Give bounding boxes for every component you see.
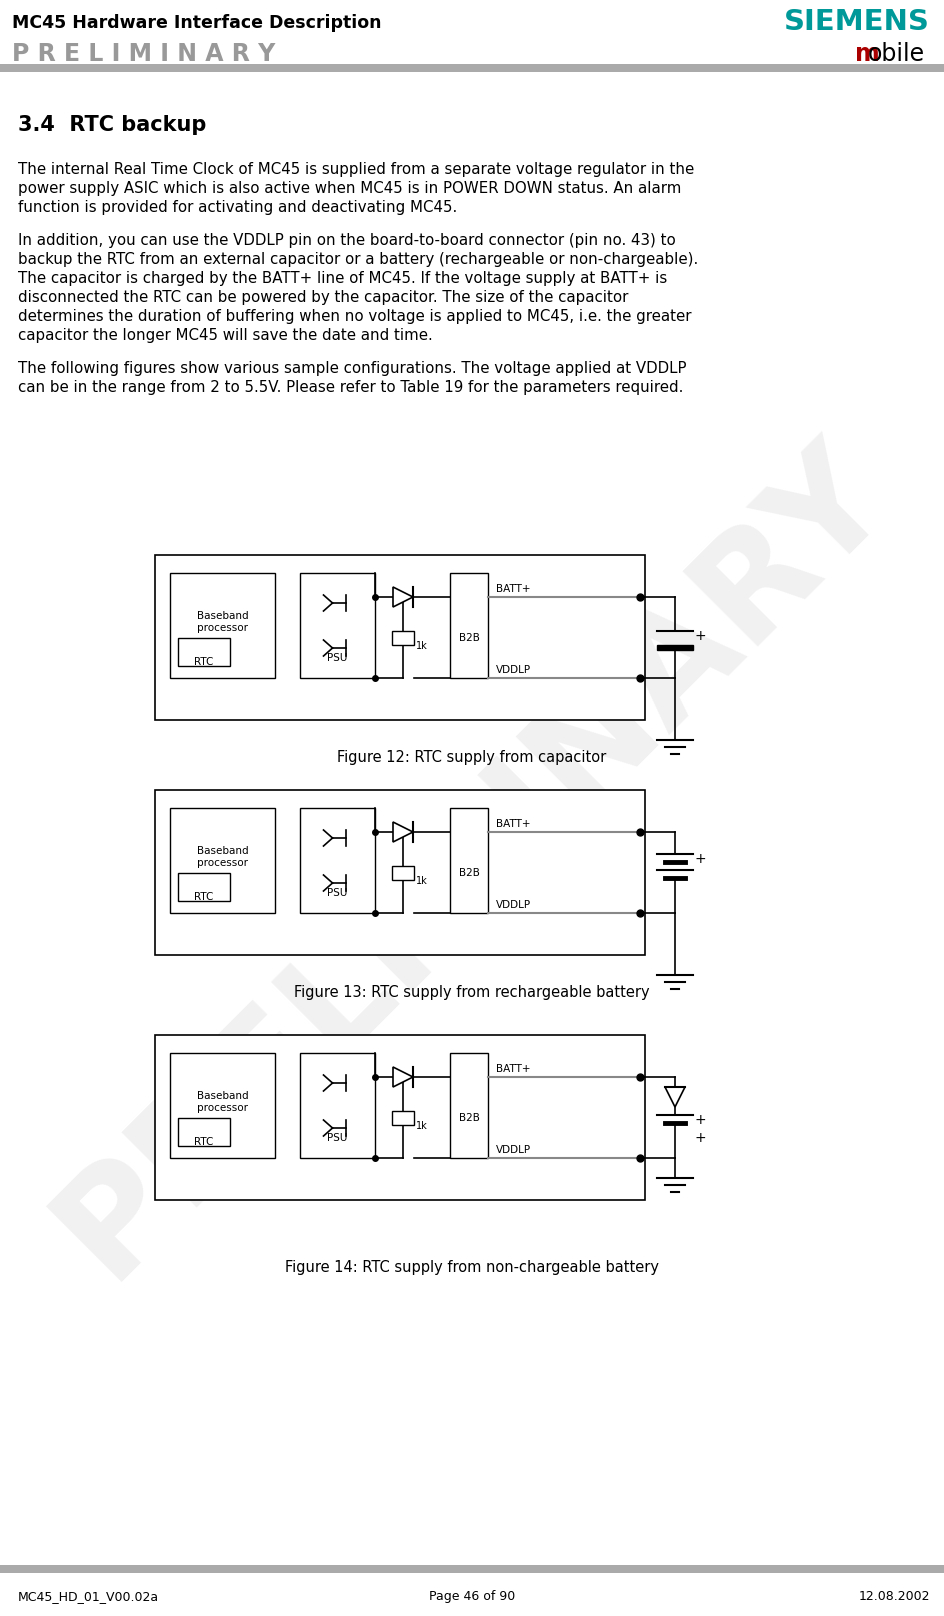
Text: B2B: B2B: [458, 1113, 479, 1123]
Text: obile: obile: [868, 42, 924, 66]
Text: Page 46 of 90: Page 46 of 90: [429, 1590, 514, 1603]
Bar: [177, 1118, 229, 1146]
Polygon shape: [393, 1067, 413, 1088]
Bar: [656, 645, 692, 650]
Text: +: +: [694, 629, 706, 643]
Text: Figure 13: RTC supply from rechargeable battery: Figure 13: RTC supply from rechargeable …: [294, 986, 649, 1000]
Text: BATT+: BATT+: [496, 583, 530, 595]
Bar: [392, 630, 413, 645]
Text: BATT+: BATT+: [496, 819, 530, 829]
Polygon shape: [393, 823, 413, 842]
Bar: [392, 866, 413, 881]
Text: Baseband: Baseband: [196, 611, 248, 621]
Text: PSU: PSU: [327, 889, 347, 898]
Text: +: +: [694, 852, 706, 866]
Text: RTC: RTC: [194, 1138, 213, 1147]
Text: capacitor the longer MC45 will save the date and time.: capacitor the longer MC45 will save the …: [18, 328, 432, 343]
Text: B2B: B2B: [458, 633, 479, 643]
Text: Baseband: Baseband: [196, 1091, 248, 1100]
Text: can be in the range from 2 to 5.5V. Please refer to Table 19 for the parameters : can be in the range from 2 to 5.5V. Plea…: [18, 380, 683, 394]
Text: B2B: B2B: [458, 868, 479, 877]
Text: function is provided for activating and deactivating MC45.: function is provided for activating and …: [18, 200, 457, 215]
Text: power supply ASIC which is also active when MC45 is in POWER DOWN status. An ala: power supply ASIC which is also active w…: [18, 181, 681, 196]
Text: MC45_HD_01_V00.02a: MC45_HD_01_V00.02a: [18, 1590, 159, 1603]
Text: backup the RTC from an external capacitor or a battery (rechargeable or non-char: backup the RTC from an external capacito…: [18, 252, 698, 267]
Text: BATT+: BATT+: [496, 1063, 530, 1075]
Bar: [155, 790, 645, 955]
Bar: [170, 808, 275, 913]
Bar: [0, 65, 944, 73]
Text: processor: processor: [196, 624, 247, 633]
Text: MC45 Hardware Interface Description: MC45 Hardware Interface Description: [12, 15, 381, 32]
Text: RTC: RTC: [194, 892, 213, 902]
Bar: [392, 1112, 413, 1125]
Text: disconnected the RTC can be powered by the capacitor. The size of the capacitor: disconnected the RTC can be powered by t…: [18, 289, 628, 305]
Text: PSU: PSU: [327, 653, 347, 663]
Text: SIEMENS: SIEMENS: [784, 8, 929, 36]
Polygon shape: [665, 1088, 684, 1107]
Text: m: m: [854, 42, 879, 66]
Text: The capacitor is charged by the BATT+ line of MC45. If the voltage supply at BAT: The capacitor is charged by the BATT+ li…: [18, 271, 666, 286]
Text: Figure 12: RTC supply from capacitor: Figure 12: RTC supply from capacitor: [337, 750, 606, 764]
Bar: [449, 574, 487, 679]
Bar: [299, 808, 375, 913]
Text: processor: processor: [196, 1104, 247, 1113]
Text: +: +: [694, 1131, 706, 1146]
Bar: [299, 1054, 375, 1159]
Bar: [155, 1034, 645, 1201]
Bar: [299, 574, 375, 679]
Bar: [177, 638, 229, 666]
Text: determines the duration of buffering when no voltage is applied to MC45, i.e. th: determines the duration of buffering whe…: [18, 309, 691, 323]
Text: PRELIMINARY: PRELIMINARY: [29, 417, 914, 1302]
Text: 3.4  RTC backup: 3.4 RTC backup: [18, 115, 206, 136]
Bar: [155, 554, 645, 721]
Text: P R E L I M I N A R Y: P R E L I M I N A R Y: [12, 42, 275, 66]
Text: processor: processor: [196, 858, 247, 868]
Text: 1k: 1k: [415, 1122, 428, 1131]
Text: Baseband: Baseband: [196, 847, 248, 856]
Text: 1k: 1k: [415, 642, 428, 651]
Text: PSU: PSU: [327, 1133, 347, 1143]
Bar: [170, 1054, 275, 1159]
Text: VDDLP: VDDLP: [496, 666, 531, 675]
Text: VDDLP: VDDLP: [496, 1146, 531, 1155]
Text: The following figures show various sample configurations. The voltage applied at: The following figures show various sampl…: [18, 360, 685, 377]
Text: In addition, you can use the VDDLP pin on the board-to-board connector (pin no. : In addition, you can use the VDDLP pin o…: [18, 233, 675, 247]
Text: VDDLP: VDDLP: [496, 900, 531, 910]
Text: Figure 14: RTC supply from non-chargeable battery: Figure 14: RTC supply from non-chargeabl…: [285, 1260, 658, 1275]
Text: RTC: RTC: [194, 658, 213, 667]
Bar: [0, 1564, 944, 1572]
Polygon shape: [393, 587, 413, 608]
Bar: [170, 574, 275, 679]
Bar: [449, 808, 487, 913]
Text: 12.08.2002: 12.08.2002: [857, 1590, 929, 1603]
Text: +: +: [694, 1113, 706, 1126]
Text: 1k: 1k: [415, 876, 428, 886]
Bar: [177, 873, 229, 902]
Text: The internal Real Time Clock of MC45 is supplied from a separate voltage regulat: The internal Real Time Clock of MC45 is …: [18, 162, 694, 178]
Bar: [449, 1054, 487, 1159]
